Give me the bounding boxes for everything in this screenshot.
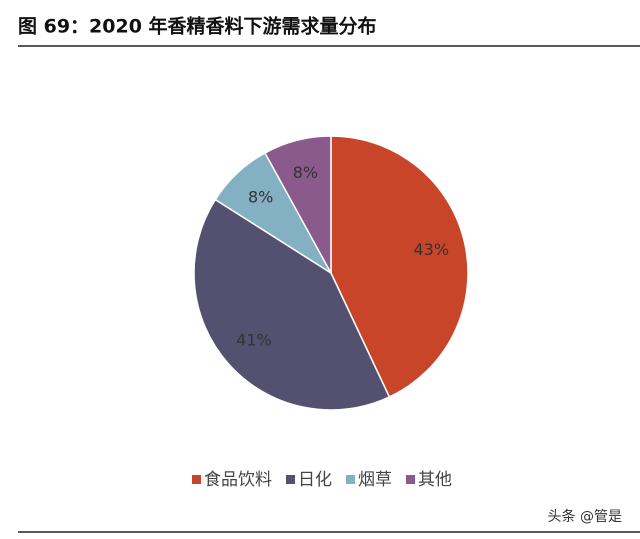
legend-swatch	[346, 475, 355, 484]
data-label: 41%	[236, 330, 272, 349]
legend-swatch	[286, 475, 295, 484]
pie-slice	[263, 135, 332, 274]
legend-label: 烟草	[358, 470, 392, 490]
legend-label: 食品饮料	[204, 470, 272, 490]
pie-slice	[193, 198, 391, 411]
legend-label: 日化	[298, 470, 332, 490]
pie-slice	[330, 135, 469, 398]
watermark: 头条 @管是	[548, 508, 622, 525]
legend-swatch	[192, 475, 201, 484]
data-label: 43%	[413, 240, 449, 259]
legend-swatch	[406, 475, 415, 484]
data-label: 8%	[248, 188, 273, 207]
data-label: 8%	[293, 163, 318, 182]
chart-title: 图 69：2020 年香精香料下游需求量分布	[18, 15, 377, 38]
legend-label: 其他	[418, 470, 452, 490]
